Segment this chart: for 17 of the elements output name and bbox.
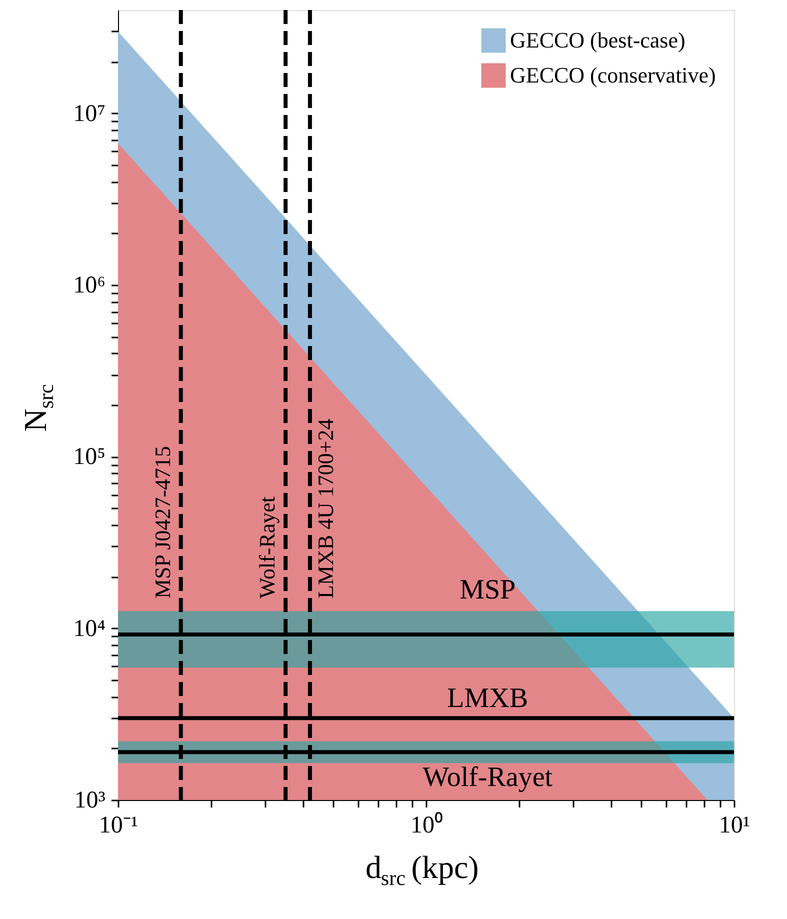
y-tick-label: 10³ xyxy=(74,788,106,814)
y-tick-label: 10⁷ xyxy=(73,100,106,127)
legend-label: GECCO (best-case) xyxy=(510,28,686,52)
legend-label: GECCO (conservative) xyxy=(510,62,716,88)
y-axis-title: Nsrc xyxy=(17,384,58,432)
ref-line-label: LMXB 4U 1700+24 xyxy=(312,418,338,599)
ref-line-label: MSP xyxy=(460,574,516,606)
x-tick-label: 10⁰ xyxy=(410,812,442,838)
y-tick-label: 10⁵ xyxy=(73,444,106,470)
ref-line-label: Wolf-Rayet xyxy=(422,762,553,794)
y-tick-label: 10⁶ xyxy=(73,272,106,299)
ref-line-label: LMXB xyxy=(447,683,528,714)
ref-line-label: Wolf-Rayet xyxy=(254,496,280,599)
x-tick-label: 10¹ xyxy=(718,812,750,838)
y-tick-label: 10⁴ xyxy=(73,616,106,642)
x-tick-label: 10⁻¹ xyxy=(98,812,138,838)
ref-line-label: MSP J0427-4715 xyxy=(150,446,175,599)
